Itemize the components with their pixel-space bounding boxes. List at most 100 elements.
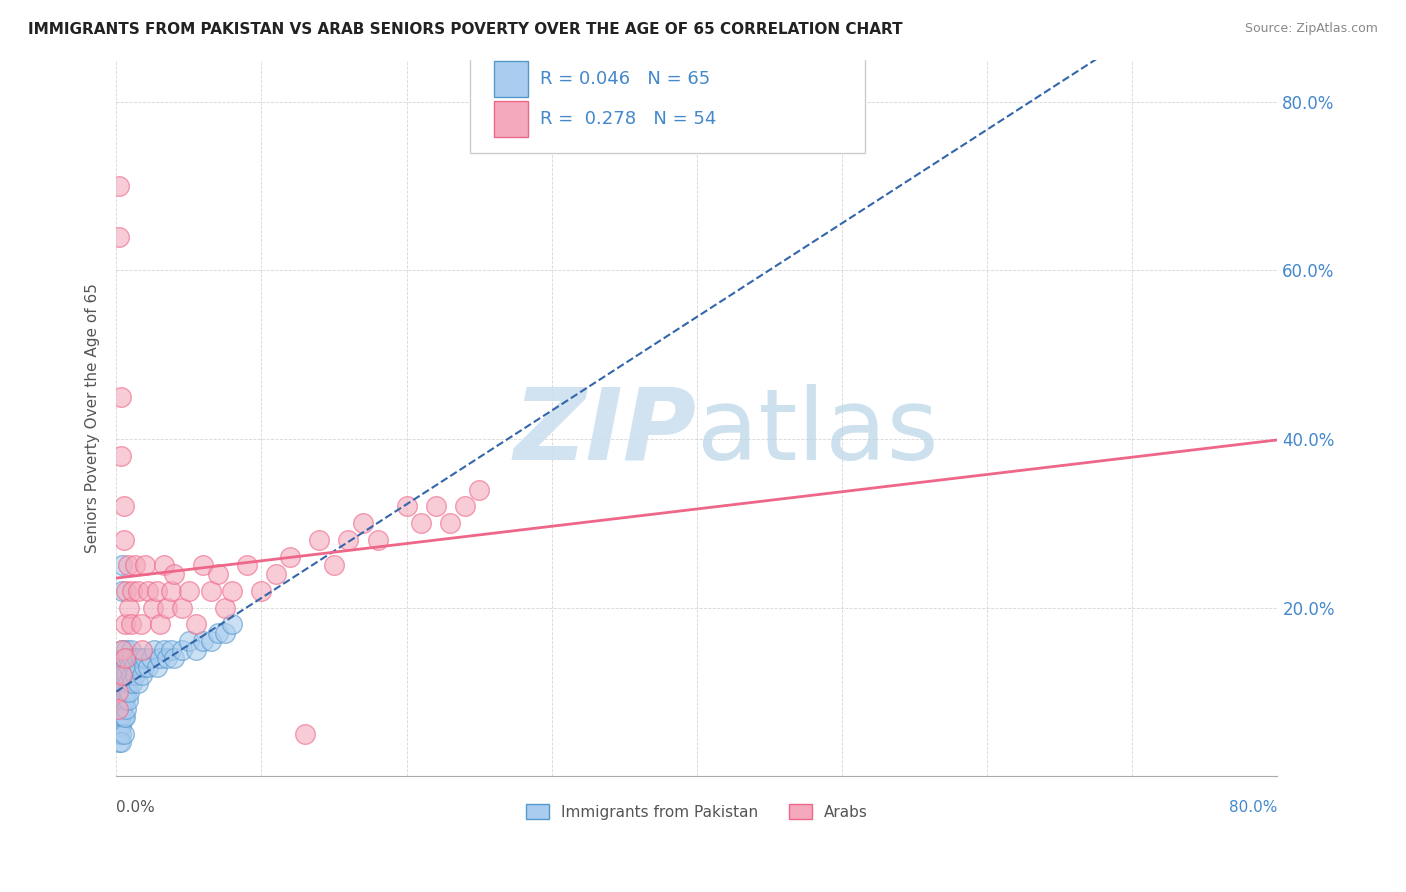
Point [214,625,236,640]
Point [200,634,222,648]
Point [143,642,166,657]
Point [142,600,165,615]
Text: ZIP: ZIP [513,384,697,481]
Point [125,651,148,665]
Point [118,659,141,673]
Point [156,600,179,615]
Point [112,533,135,548]
Point [250,583,273,598]
Point [163,651,186,665]
Point [110,718,132,732]
Point [221,583,243,598]
Point [115,642,138,657]
Point [118,685,141,699]
Point [136,659,159,673]
Point [111,642,134,657]
Point [214,600,236,615]
Point [114,617,136,632]
Point [149,651,172,665]
Point [160,642,183,657]
Point [134,651,156,665]
Point [439,516,461,531]
Y-axis label: Seniors Poverty Over the Age of 65: Seniors Poverty Over the Age of 65 [86,283,100,553]
Point [111,668,134,682]
Point [129,651,152,665]
Point [468,483,491,497]
Point [352,516,374,531]
Point [367,533,389,548]
Point [107,702,129,716]
Point [156,651,179,665]
Point [280,549,302,564]
Point [114,676,136,690]
Point [136,583,159,598]
Point [107,668,129,682]
Point [108,229,131,244]
Point [409,516,432,531]
Point [146,659,169,673]
Point [112,710,135,724]
FancyBboxPatch shape [471,45,865,153]
Point [111,583,134,598]
Point [111,642,134,657]
Text: IMMIGRANTS FROM PAKISTAN VS ARAB SENIORS POVERTY OVER THE AGE OF 65 CORRELATION : IMMIGRANTS FROM PAKISTAN VS ARAB SENIORS… [28,22,903,37]
Point [108,718,131,732]
Point [337,533,360,548]
Point [395,500,418,514]
Point [200,583,222,598]
Point [127,583,149,598]
Point [120,668,142,682]
Point [170,642,193,657]
Point [149,617,172,632]
Point [114,693,136,707]
Point [117,558,139,573]
Point [153,558,176,573]
Point [110,735,132,749]
Legend: Immigrants from Pakistan, Arabs: Immigrants from Pakistan, Arabs [520,797,875,826]
Point [110,710,132,724]
Point [128,659,150,673]
Point [323,558,346,573]
Point [108,685,131,699]
Point [132,659,155,673]
Point [112,693,135,707]
Text: 0.0%: 0.0% [117,800,155,815]
Point [184,642,207,657]
Point [294,727,316,741]
Point [160,583,183,598]
Text: R =  0.278   N = 54: R = 0.278 N = 54 [540,110,717,128]
Text: Source: ZipAtlas.com: Source: ZipAtlas.com [1244,22,1378,36]
Text: R = 0.046   N = 65: R = 0.046 N = 65 [540,70,710,88]
Point [115,685,138,699]
Point [115,583,138,598]
Point [117,651,139,665]
Point [139,651,162,665]
Point [124,668,146,682]
Point [120,617,142,632]
Point [117,676,139,690]
Point [115,668,138,682]
Point [124,558,146,573]
Point [177,583,200,598]
Point [207,625,229,640]
Point [114,710,136,724]
Point [131,642,153,657]
Point [425,500,447,514]
Point [111,685,134,699]
Point [236,558,259,573]
Point [129,617,152,632]
Bar [494,61,529,97]
Point [110,449,132,463]
Point [107,727,129,741]
Point [118,600,141,615]
Point [177,634,200,648]
Point [184,617,207,632]
Point [264,566,287,581]
Point [110,693,132,707]
Point [163,566,186,581]
Point [120,642,142,657]
Point [453,500,475,514]
Text: atlas: atlas [697,384,938,481]
Point [111,558,134,573]
Point [115,702,138,716]
